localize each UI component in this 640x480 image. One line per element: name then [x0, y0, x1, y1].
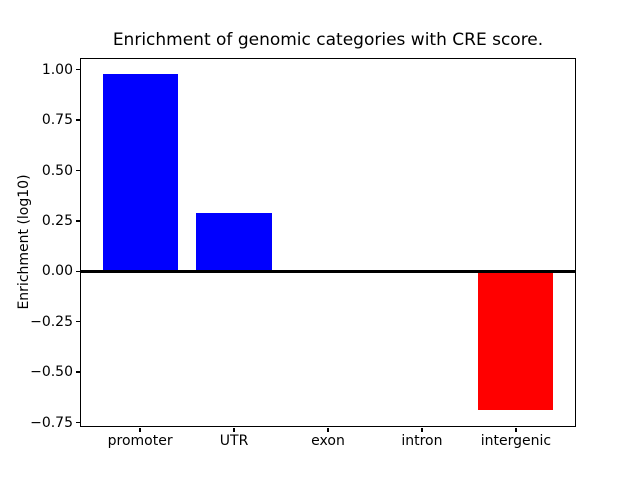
bar-intergenic — [478, 271, 554, 411]
y-tick-mark — [76, 220, 80, 222]
y-tick-mark — [76, 421, 80, 424]
y-tick-label: 0.25 — [41, 212, 73, 229]
y-tick-label: 1.00 — [41, 61, 73, 78]
y-tick-label: 0.75 — [41, 112, 73, 129]
bar-promoter — [102, 73, 178, 272]
zero-line — [80, 269, 576, 273]
y-tick-label: −0.50 — [30, 364, 73, 381]
x-tick-mark — [233, 427, 235, 432]
x-tick-mark — [327, 427, 329, 432]
y-tick-mark — [76, 119, 80, 121]
x-tick-label-UTR: UTR — [219, 432, 249, 449]
y-tick-mark — [76, 68, 80, 71]
y-tick-label: −0.25 — [30, 313, 73, 330]
chart-title: Enrichment of genomic categories with CR… — [112, 30, 544, 50]
y-tick-label: 0.50 — [41, 162, 73, 179]
x-tick-label-intron: intron — [401, 432, 443, 449]
y-tick-mark — [76, 321, 80, 323]
x-tick-label-exon: exon — [311, 432, 345, 449]
x-tick-mark — [421, 427, 423, 432]
x-tick-label-promoter: promoter — [107, 432, 173, 449]
x-tick-mark — [139, 427, 141, 432]
y-tick-label: −0.75 — [30, 414, 73, 431]
bar-UTR — [196, 212, 272, 272]
y-tick-mark — [76, 270, 80, 273]
x-tick-mark — [515, 427, 517, 432]
y-tick-mark — [76, 371, 80, 373]
y-tick-label: 0.00 — [41, 263, 73, 280]
y-tick-mark — [76, 169, 80, 172]
x-tick-label-intergenic: intergenic — [480, 432, 552, 449]
